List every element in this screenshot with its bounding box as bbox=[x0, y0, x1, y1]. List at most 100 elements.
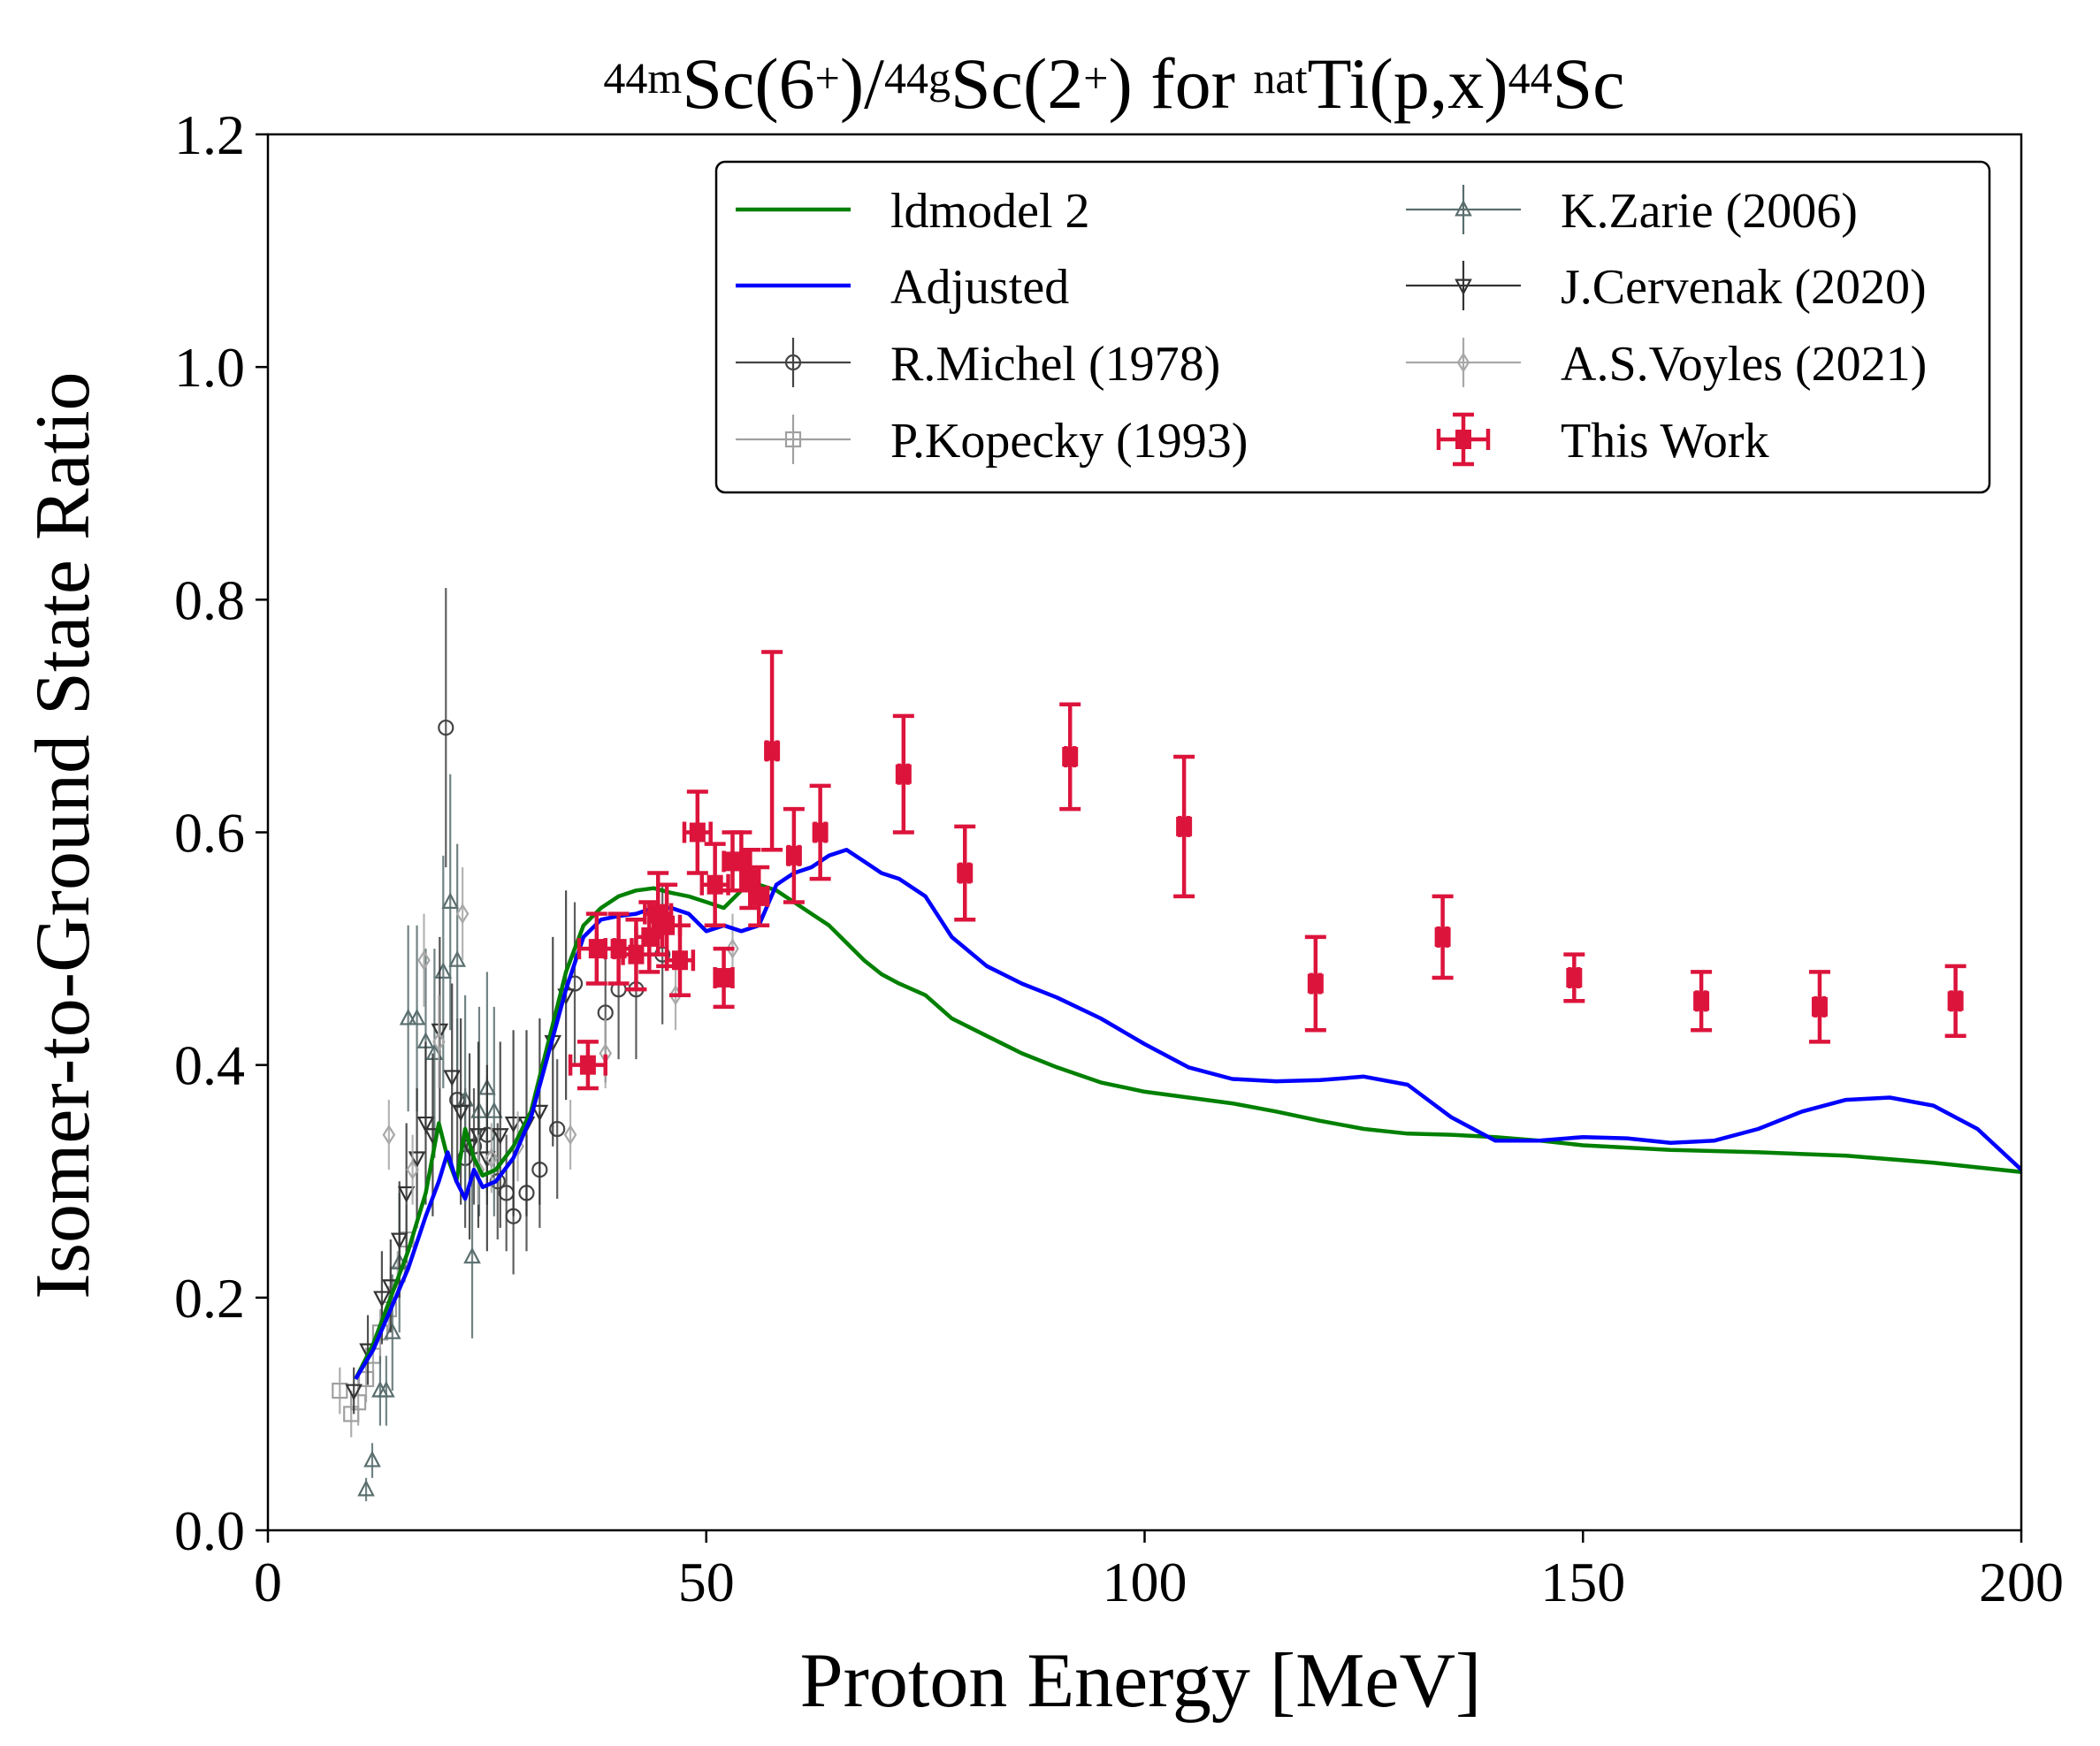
data-point bbox=[452, 1104, 470, 1122]
legend-label: ldmodel 2 bbox=[890, 184, 1090, 239]
data-point bbox=[579, 1055, 596, 1075]
data-point bbox=[689, 822, 706, 843]
legend-item: Adjusted bbox=[736, 260, 1069, 315]
y-tick-label: 0.4 bbox=[174, 1034, 245, 1097]
y-tick-label: 0.8 bbox=[174, 568, 245, 631]
data-point bbox=[957, 863, 974, 883]
data-point bbox=[1947, 991, 1964, 1011]
ticks-layer: 0 50 100 150 200 0.0 0.2 0.4 0.6 0.8 1.0 1.2 bbox=[174, 103, 2064, 1613]
legend: ldmodel 2 Adjusted R.Michel (1978) P.Kopeck… bbox=[714, 160, 1991, 494]
data-point bbox=[382, 1124, 396, 1146]
data-point bbox=[531, 1104, 549, 1122]
data-point bbox=[726, 938, 739, 959]
data-point bbox=[715, 967, 732, 987]
legend-marker bbox=[1456, 352, 1470, 373]
data-point bbox=[363, 1450, 381, 1468]
data-point bbox=[751, 886, 767, 906]
data-point bbox=[345, 1384, 363, 1401]
x-tick-label: 150 bbox=[1540, 1551, 1625, 1613]
title-part-6: Sc(2 bbox=[951, 43, 1083, 124]
data-point bbox=[441, 892, 460, 909]
y-tick-label: 1.2 bbox=[174, 103, 245, 166]
data-point bbox=[485, 1147, 499, 1169]
y-tick-label: 0.2 bbox=[174, 1267, 245, 1330]
data-point bbox=[742, 869, 759, 889]
data-point bbox=[408, 1008, 426, 1025]
title-part-4: )/ bbox=[840, 43, 884, 124]
legend-label: Adjusted bbox=[890, 260, 1069, 315]
data-point bbox=[448, 950, 466, 967]
data-point bbox=[443, 1070, 462, 1086]
legend-label: This Work bbox=[1561, 414, 1769, 469]
data-point bbox=[378, 1380, 395, 1398]
plot-frame bbox=[266, 133, 2023, 1532]
legend-box bbox=[714, 160, 1991, 494]
x-tick-label: 200 bbox=[1979, 1551, 2064, 1613]
legend-item: K.Zarie (2006) bbox=[1406, 184, 1858, 239]
title-part-10: Ti(p,x) bbox=[1307, 43, 1508, 124]
data-point bbox=[491, 1128, 509, 1145]
data-point bbox=[588, 939, 605, 959]
legend-marker bbox=[784, 354, 802, 371]
legend-label: P.Kopecky (1993) bbox=[890, 414, 1248, 469]
data-point bbox=[416, 1116, 435, 1133]
data-point bbox=[485, 1102, 503, 1118]
data-point bbox=[397, 1186, 416, 1203]
data-point bbox=[332, 1382, 348, 1399]
series-line-adjusted bbox=[354, 847, 2021, 1381]
data-point bbox=[672, 950, 689, 971]
legend-label: J.Cervenak (2020) bbox=[1561, 260, 1927, 315]
data-point bbox=[628, 944, 645, 964]
data-point bbox=[357, 1479, 375, 1497]
title-part-5: 44g bbox=[884, 53, 951, 103]
data-point bbox=[1693, 991, 1710, 1011]
legend-item: ldmodel 2 bbox=[736, 184, 1090, 239]
data-point bbox=[1062, 746, 1079, 766]
data-point bbox=[549, 1120, 566, 1138]
legend-item: R.Michel (1978) bbox=[736, 337, 1220, 392]
x-axis-label: Proton Energy [MeV] bbox=[800, 1638, 1482, 1724]
legend-label: R.Michel (1978) bbox=[890, 337, 1220, 392]
data-point bbox=[1307, 973, 1324, 994]
legend-marker bbox=[1455, 430, 1471, 449]
y-tick-label: 1.0 bbox=[174, 336, 245, 399]
x-tick-label: 0 bbox=[254, 1551, 282, 1613]
data-point bbox=[1176, 816, 1193, 836]
data-point bbox=[895, 764, 912, 784]
data-point bbox=[1566, 967, 1583, 987]
data-point bbox=[785, 845, 802, 865]
data-point bbox=[399, 1008, 417, 1025]
legend-marker bbox=[784, 431, 802, 448]
legend-item: A.S.Voyles (2021) bbox=[1406, 337, 1927, 392]
data-point bbox=[1811, 996, 1828, 1017]
y-tick-label: 0.0 bbox=[174, 1499, 245, 1562]
title-part-3: + bbox=[815, 53, 840, 103]
x-tick-label: 100 bbox=[1103, 1551, 1187, 1613]
data-point bbox=[463, 1247, 481, 1264]
title-part-12: Sc bbox=[1553, 43, 1625, 124]
data-point bbox=[383, 1323, 401, 1339]
data-point bbox=[659, 915, 676, 935]
title-part-8: ) for bbox=[1108, 43, 1253, 124]
data-point bbox=[1434, 926, 1451, 947]
data-point bbox=[455, 903, 470, 925]
title-part-7: + bbox=[1083, 53, 1108, 103]
data-layer bbox=[332, 588, 2021, 1502]
data-point bbox=[764, 741, 781, 761]
chart-title: 44mSc(6+)/44gSc(2+) for natTi(p,x)44Sc bbox=[603, 43, 1624, 124]
legend-marker bbox=[1455, 278, 1472, 296]
data-point bbox=[406, 1159, 419, 1180]
data-point bbox=[373, 1291, 391, 1308]
data-point bbox=[390, 1232, 409, 1250]
data-point bbox=[438, 719, 454, 736]
data-point bbox=[470, 1128, 487, 1145]
legend-item: P.Kopecky (1993) bbox=[736, 414, 1248, 469]
data-point bbox=[563, 1124, 577, 1146]
data-point bbox=[733, 851, 750, 872]
y-tick-label: 0.6 bbox=[174, 802, 245, 865]
data-point bbox=[706, 874, 723, 895]
y-axis-label: Isomer-to-Ground State Ratio bbox=[20, 371, 106, 1299]
title-part-2: Sc(6 bbox=[682, 43, 814, 124]
data-point bbox=[432, 1031, 446, 1053]
